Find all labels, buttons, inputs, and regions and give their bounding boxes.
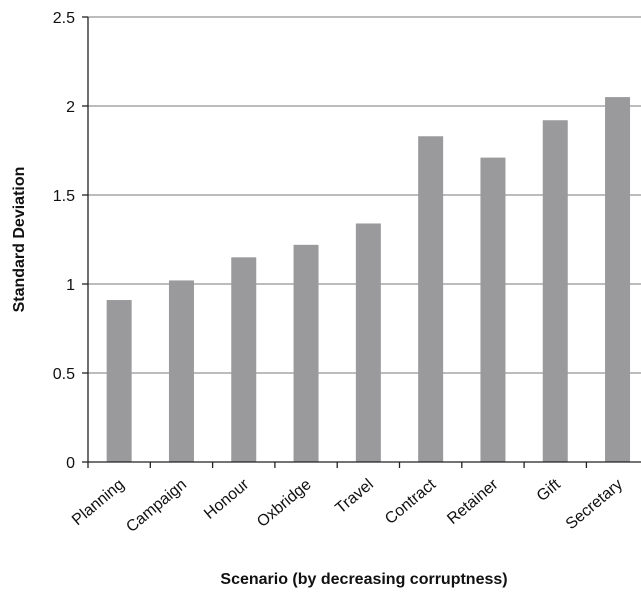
bar-contract <box>418 136 444 462</box>
x-tick-label: Planning <box>69 476 128 529</box>
x-tick-label: Honour <box>201 476 253 523</box>
y-axis-ticks: 0 0.5 1 1.5 2 2.5 <box>53 10 88 472</box>
bar-oxbridge <box>293 244 319 462</box>
x-tick-label: Travel <box>332 476 377 517</box>
x-tick-label: Contract <box>382 476 440 528</box>
bar-planning <box>106 300 132 462</box>
x-tick-label: Gift <box>534 476 564 505</box>
bar-retainer <box>480 157 506 462</box>
x-tick-label: Oxbridge <box>254 476 315 531</box>
bars <box>106 97 631 463</box>
y-tick-label: 2.5 <box>53 10 75 27</box>
x-tick-label: Retainer <box>444 476 502 528</box>
bar-campaign <box>168 280 194 462</box>
bar-secretary <box>605 97 631 462</box>
bar-gift <box>542 120 568 463</box>
x-axis-title: Scenario (by decreasing corruptness) <box>220 571 507 588</box>
bar-honour <box>231 257 257 462</box>
y-tick-label: 0 <box>66 455 75 472</box>
y-axis-title: Standard Deviation <box>11 167 28 313</box>
bar-travel <box>355 223 381 462</box>
y-tick-label: 1 <box>66 277 75 294</box>
x-tick-label: Secretary <box>563 476 626 533</box>
y-tick-label: 0.5 <box>53 366 75 383</box>
y-tick-label: 2 <box>66 99 75 116</box>
y-tick-label: 1.5 <box>53 188 75 205</box>
axes <box>87 17 641 463</box>
x-tick-label: Campaign <box>123 476 190 536</box>
